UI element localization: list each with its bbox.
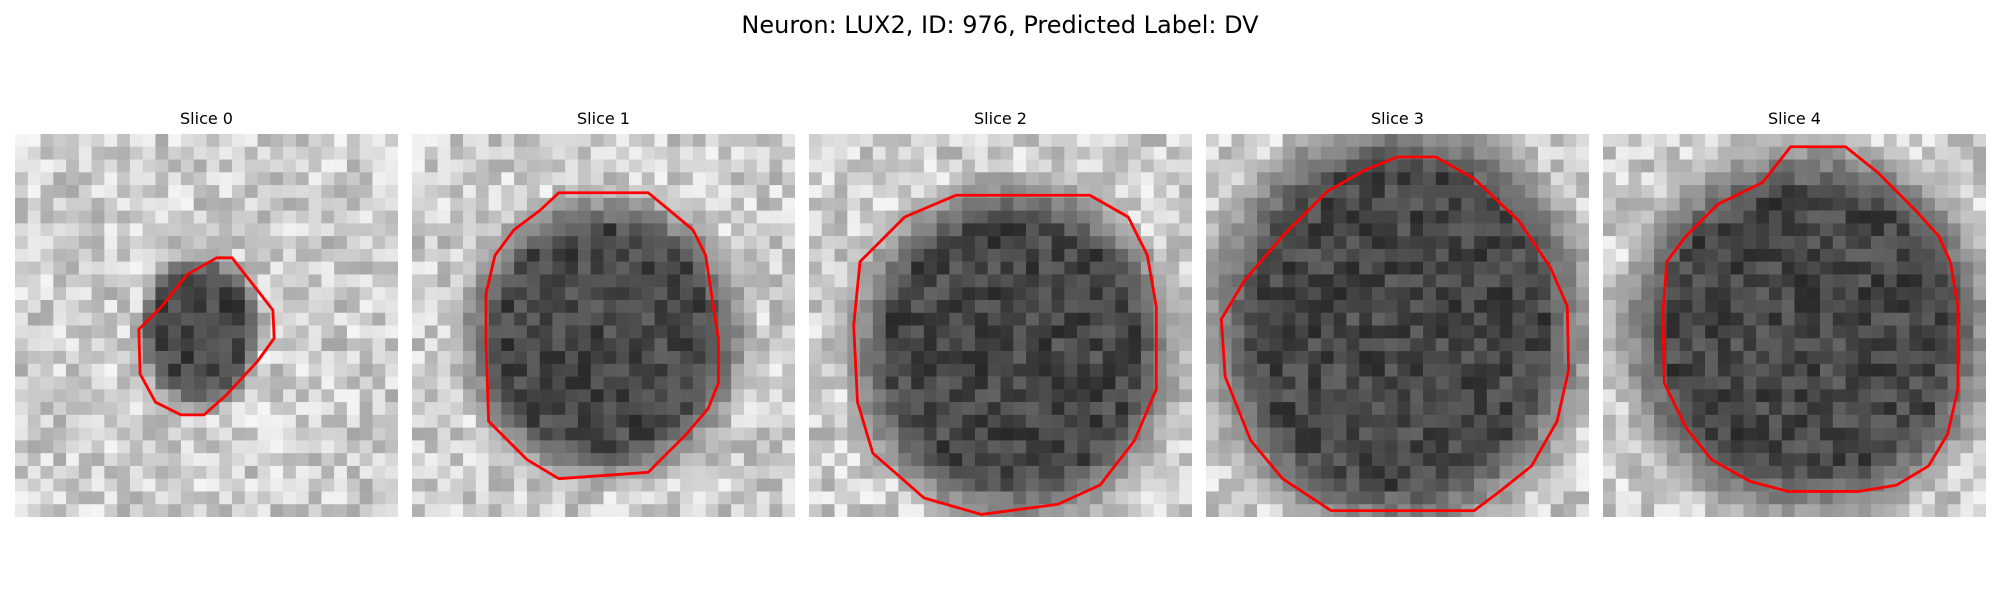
- slice-image: [15, 134, 398, 517]
- slice-image: [1603, 134, 1986, 517]
- slice-panel-0: Slice 0: [15, 108, 398, 517]
- slice-image: [1206, 134, 1589, 517]
- slice-title: Slice 2: [974, 109, 1027, 128]
- slice-panel-2: Slice 2: [809, 108, 1192, 517]
- slice-title: Slice 4: [1768, 109, 1821, 128]
- slice-panel-1: Slice 1: [412, 108, 795, 517]
- slice-image: [412, 134, 795, 517]
- slice-title: Slice 0: [180, 109, 233, 128]
- segmentation-contour: [852, 193, 1158, 516]
- slice-title: Slice 1: [577, 109, 630, 128]
- figure-title: Neuron: LUX2, ID: 976, Predicted Label: …: [741, 11, 1259, 39]
- slice-title: Slice 3: [1371, 109, 1424, 128]
- slice-image: [809, 134, 1192, 517]
- slice-panel-4: Slice 4: [1603, 108, 1986, 517]
- slice-panel-3: Slice 3: [1206, 108, 1589, 517]
- segmentation-contour: [137, 256, 276, 417]
- segmentation-contour: [1661, 145, 1960, 493]
- segmentation-contour: [1219, 155, 1570, 513]
- segmentation-contour: [484, 191, 720, 481]
